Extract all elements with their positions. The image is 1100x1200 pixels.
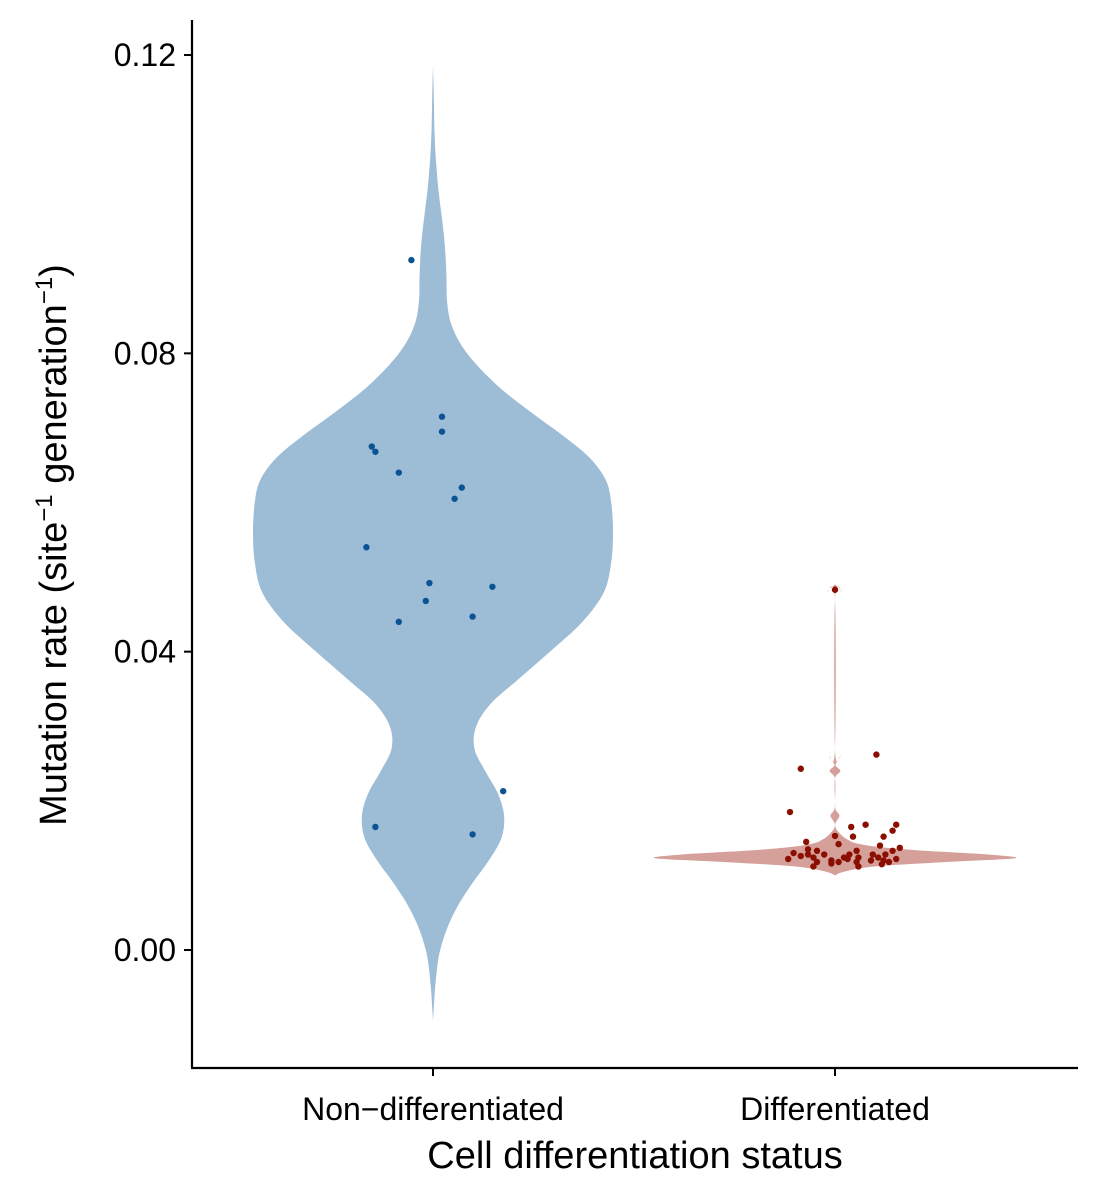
data-point [372,448,379,455]
data-point [804,851,812,858]
violin-differentiated [653,583,1017,876]
data-point [500,787,507,795]
data-point [438,428,446,435]
data-point [821,851,828,858]
data-point [876,842,884,849]
data-point [786,808,794,816]
y-tick-label: 0.08 [114,335,176,371]
data-point [790,849,797,857]
data-point [835,840,842,848]
data-point [848,823,855,831]
data-point [489,583,496,590]
data-point [797,852,804,860]
data-point [408,256,415,264]
data-point [395,469,402,476]
x-tick-label: Non−differentiated [302,1091,564,1127]
axes-layer [190,20,1078,1070]
data-point [867,857,875,864]
data-point [785,855,792,863]
data-point [893,855,900,863]
data-point [862,821,869,828]
data-point [810,863,817,870]
data-point [368,443,375,450]
data-point [451,495,458,502]
data-point [849,833,857,840]
data-point [813,847,821,854]
data-point [372,823,379,831]
y-axis-title-middle: generation [33,304,75,494]
data-point [896,844,903,852]
data-point [438,413,446,420]
data-point [831,832,839,840]
y-axis-title-prefix: Mutation rate (site [33,522,75,826]
y-axis-title-sup1: −1 [31,494,58,521]
data-point [875,854,882,861]
data-point [813,858,821,866]
data-point [878,861,885,868]
data-point [828,860,835,867]
data-point [835,858,842,866]
y-tick-label: 0.12 [114,37,176,73]
violin-non-differentiated [253,62,613,1021]
y-axis-title-suffix: ) [33,264,75,277]
x-ticks: Non−differentiated Differentiated [302,1068,930,1127]
data-point [458,484,465,491]
data-point [885,858,893,866]
violins-layer [253,62,1017,1021]
data-point [855,863,862,870]
data-point [853,847,860,854]
data-point [869,851,876,858]
data-point [797,765,804,772]
data-point [422,597,429,605]
data-point [873,751,880,758]
data-point [889,827,896,834]
data-point [889,847,896,854]
data-point [426,579,433,587]
y-axis-title-sup2: −1 [31,277,58,304]
y-ticks: 0.00 0.04 0.08 0.12 [114,37,192,968]
data-point [469,831,476,838]
points-layer [363,256,903,870]
data-point [844,855,851,863]
data-point [363,544,370,551]
data-point [893,821,900,828]
x-tick-label: Differentiated [740,1091,930,1127]
data-point [810,854,817,861]
data-point [395,618,402,626]
data-point [882,851,889,858]
data-point [831,586,839,593]
data-point [469,613,476,620]
y-axis-title: Mutation rate (site−1 generation−1) [31,264,75,826]
y-tick-label: 0.04 [114,634,176,670]
data-point [880,833,887,840]
data-point [804,846,812,853]
y-tick-label: 0.00 [114,932,176,968]
x-axis-title: Cell differentiation status [427,1135,842,1177]
data-point [803,838,810,846]
